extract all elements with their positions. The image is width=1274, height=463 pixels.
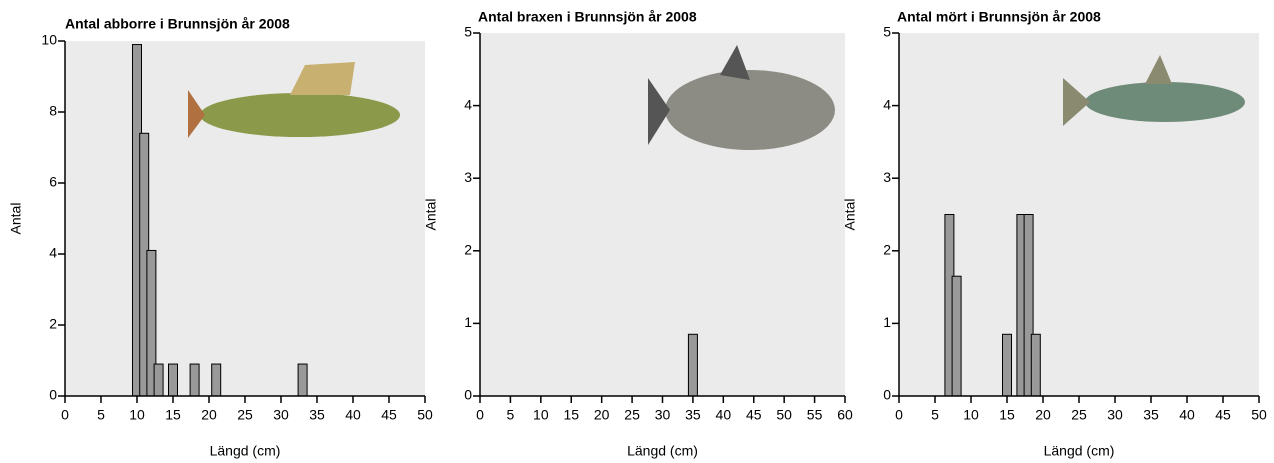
- x-tick-label: 45: [746, 407, 762, 423]
- y-tick-label: 2: [883, 242, 891, 258]
- y-axis-label: Antal: [423, 199, 439, 231]
- y-tick-label: 2: [464, 242, 472, 258]
- chart-panel: Antal mört i Brunnsjön år 2008 Längd (cm)…: [842, 9, 1267, 459]
- x-tick-label: 35: [685, 407, 701, 423]
- y-tick-label: 2: [49, 316, 57, 332]
- chart-panel: Antal abborre i Brunnsjön år 2008 Längd (…: [8, 16, 433, 459]
- bar: [153, 363, 164, 397]
- y-tick-label: 3: [883, 169, 891, 185]
- bar: [1002, 333, 1012, 397]
- bar: [687, 333, 698, 397]
- fish-perch: [188, 62, 400, 138]
- bar: [211, 363, 222, 397]
- bar: [297, 363, 308, 397]
- y-tick-label: 0: [464, 387, 472, 403]
- x-tick-label: 20: [1035, 407, 1051, 423]
- chart-panel: Antal braxen i Brunnsjön år 2008 Längd (c…: [423, 9, 853, 459]
- x-tick-label: 45: [381, 407, 397, 423]
- x-tick-label: 25: [624, 407, 640, 423]
- x-tick-label: 40: [1179, 407, 1195, 423]
- x-tick-label: 50: [417, 407, 433, 423]
- bar: [951, 275, 962, 397]
- x-tick-label: 30: [655, 407, 671, 423]
- y-tick-label: 4: [464, 96, 472, 112]
- y-tick-label: 8: [49, 103, 57, 119]
- y-axis-label: Antal: [8, 203, 24, 235]
- x-tick-label: 15: [563, 407, 579, 423]
- y-tick-label: 3: [464, 169, 472, 185]
- x-axis-label: Längd (cm): [627, 443, 698, 459]
- y-tick-label: 0: [883, 387, 891, 403]
- x-tick-label: 60: [837, 407, 853, 423]
- x-tick-label: 40: [716, 407, 732, 423]
- y-tick-label: 4: [883, 96, 891, 112]
- x-tick-label: 0: [476, 407, 484, 423]
- y-tick-label: 5: [883, 24, 891, 40]
- y-tick-label: 5: [464, 24, 472, 40]
- fish-bream: [648, 45, 835, 150]
- x-tick-label: 15: [165, 407, 181, 423]
- chart-title: Antal abborre i Brunnsjön år 2008: [65, 16, 290, 32]
- x-tick-label: 5: [931, 407, 939, 423]
- x-tick-label: 5: [507, 407, 515, 423]
- x-tick-label: 0: [61, 407, 69, 423]
- x-tick-label: 15: [999, 407, 1015, 423]
- x-tick-label: 20: [594, 407, 610, 423]
- x-tick-label: 30: [1107, 407, 1123, 423]
- x-tick-label: 45: [1215, 407, 1231, 423]
- x-tick-label: 35: [309, 407, 325, 423]
- chart-title: Antal mört i Brunnsjön år 2008: [897, 9, 1101, 25]
- x-tick-label: 40: [345, 407, 361, 423]
- x-tick-label: 35: [1143, 407, 1159, 423]
- x-tick-label: 50: [776, 407, 792, 423]
- plot-area: [65, 41, 425, 396]
- bar: [189, 363, 200, 397]
- chart-title: Antal braxen i Brunnsjön år 2008: [478, 9, 697, 25]
- y-tick-label: 1: [883, 314, 891, 330]
- bar: [168, 363, 178, 397]
- x-axis-label: Längd (cm): [210, 443, 281, 459]
- x-tick-label: 30: [273, 407, 289, 423]
- y-tick-label: 6: [49, 174, 57, 190]
- x-axis-label: Längd (cm): [1044, 443, 1115, 459]
- x-tick-label: 0: [895, 407, 903, 423]
- x-tick-label: 10: [129, 407, 145, 423]
- y-tick-label: 4: [49, 245, 57, 261]
- x-tick-label: 10: [533, 407, 549, 423]
- x-tick-label: 50: [1251, 407, 1267, 423]
- x-tick-label: 25: [237, 407, 253, 423]
- y-tick-label: 0: [49, 387, 57, 403]
- x-tick-label: 55: [807, 407, 823, 423]
- y-tick-label: 1: [464, 314, 472, 330]
- y-axis-label: Antal: [842, 199, 858, 231]
- x-tick-label: 5: [97, 407, 105, 423]
- y-tick-label: 10: [41, 32, 57, 48]
- x-tick-label: 10: [963, 407, 979, 423]
- x-tick-label: 20: [201, 407, 217, 423]
- fish-roach: [1063, 55, 1245, 126]
- x-tick-label: 25: [1071, 407, 1087, 423]
- bar: [1030, 333, 1041, 397]
